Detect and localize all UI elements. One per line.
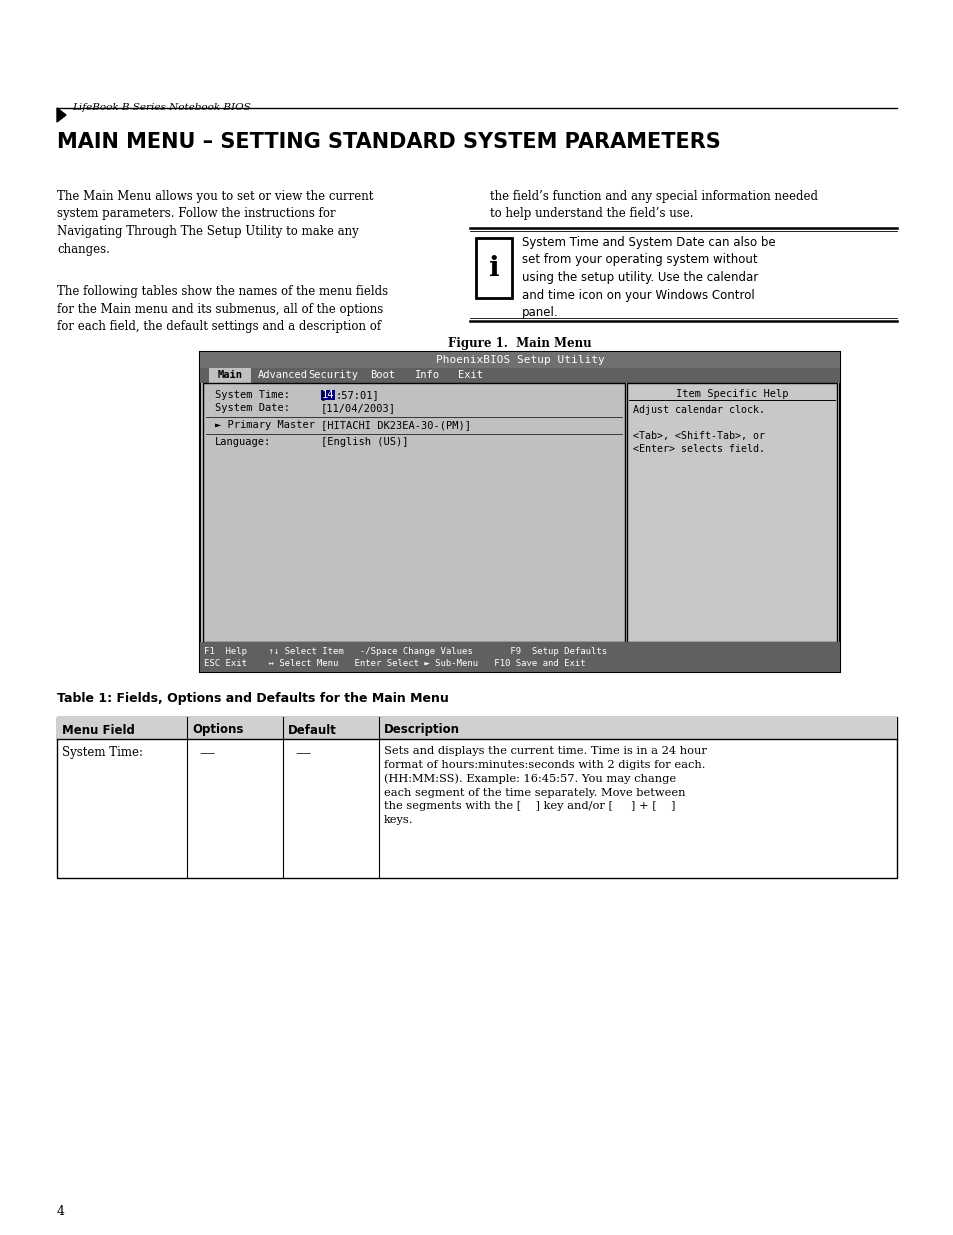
Bar xyxy=(57,718,896,739)
Text: ESC Exit    ↔ Select Menu   Enter Select ► Sub-Menu   F10 Save and Exit: ESC Exit ↔ Select Menu Enter Select ► Su… xyxy=(204,659,585,668)
Bar xyxy=(200,352,840,368)
Bar xyxy=(57,718,896,878)
Text: <Tab>, <Shift-Tab>, or: <Tab>, <Shift-Tab>, or xyxy=(633,431,764,441)
Text: Figure 1.  Main Menu: Figure 1. Main Menu xyxy=(448,337,591,350)
Bar xyxy=(476,238,512,298)
Text: LifeBook B Series Notebook BIOS: LifeBook B Series Notebook BIOS xyxy=(71,103,251,112)
Bar xyxy=(203,383,624,642)
Text: F1  Help    ↑↓ Select Item   -/Space Change Values       F9  Setup Defaults: F1 Help ↑↓ Select Item -/Space Change Va… xyxy=(204,647,606,656)
Bar xyxy=(209,368,251,383)
Text: Info: Info xyxy=(415,370,439,380)
Text: Language:: Language: xyxy=(214,437,271,447)
Text: [English (US)]: [English (US)] xyxy=(320,437,408,447)
Text: Advanced: Advanced xyxy=(257,370,308,380)
Text: Description: Description xyxy=(384,724,459,736)
Text: Menu Field: Menu Field xyxy=(62,724,134,736)
Bar xyxy=(200,642,840,672)
Text: i: i xyxy=(488,254,498,282)
Text: Exit: Exit xyxy=(457,370,482,380)
Text: ► Primary Master: ► Primary Master xyxy=(214,420,314,430)
Text: System Date:: System Date: xyxy=(214,403,290,412)
Text: Security: Security xyxy=(308,370,357,380)
Text: Boot: Boot xyxy=(370,370,395,380)
Bar xyxy=(320,390,335,400)
Text: MAIN MENU – SETTING STANDARD SYSTEM PARAMETERS: MAIN MENU – SETTING STANDARD SYSTEM PARA… xyxy=(57,132,720,152)
Text: <Enter> selects field.: <Enter> selects field. xyxy=(633,445,764,454)
Text: Table 1: Fields, Options and Defaults for the Main Menu: Table 1: Fields, Options and Defaults fo… xyxy=(57,692,448,705)
Text: [11/04/2003]: [11/04/2003] xyxy=(320,403,395,412)
Text: Item Specific Help: Item Specific Help xyxy=(675,389,787,399)
Text: —: — xyxy=(199,746,214,760)
Text: [HITACHI DK23EA-30-(PM)]: [HITACHI DK23EA-30-(PM)] xyxy=(320,420,471,430)
Text: Main: Main xyxy=(217,370,242,380)
Text: System Time and System Date can also be
set from your operating system without
u: System Time and System Date can also be … xyxy=(521,236,775,319)
Bar xyxy=(200,368,840,383)
Text: The following tables show the names of the menu fields
for the Main menu and its: The following tables show the names of t… xyxy=(57,285,388,333)
Bar xyxy=(626,383,836,642)
Text: Sets and displays the current time. Time is in a 24 hour
format of hours:minutes: Sets and displays the current time. Time… xyxy=(384,746,706,825)
Text: :57:01]: :57:01] xyxy=(335,390,379,400)
Text: Options: Options xyxy=(192,724,243,736)
Bar xyxy=(200,352,840,672)
Text: PhoenixBIOS Setup Utility: PhoenixBIOS Setup Utility xyxy=(436,354,604,366)
Text: the field’s function and any special information needed
to help understand the f: the field’s function and any special inf… xyxy=(490,190,817,221)
Text: [: [ xyxy=(319,390,326,400)
Text: System Time:: System Time: xyxy=(214,390,290,400)
Text: 4: 4 xyxy=(57,1205,65,1218)
Text: Default: Default xyxy=(288,724,336,736)
Text: —: — xyxy=(294,746,310,760)
Text: 14: 14 xyxy=(322,390,335,400)
Text: The Main Menu allows you to set or view the current
system parameters. Follow th: The Main Menu allows you to set or view … xyxy=(57,190,373,256)
Text: Adjust calendar clock.: Adjust calendar clock. xyxy=(633,405,764,415)
Polygon shape xyxy=(57,107,66,122)
Text: System Time:: System Time: xyxy=(62,746,143,760)
